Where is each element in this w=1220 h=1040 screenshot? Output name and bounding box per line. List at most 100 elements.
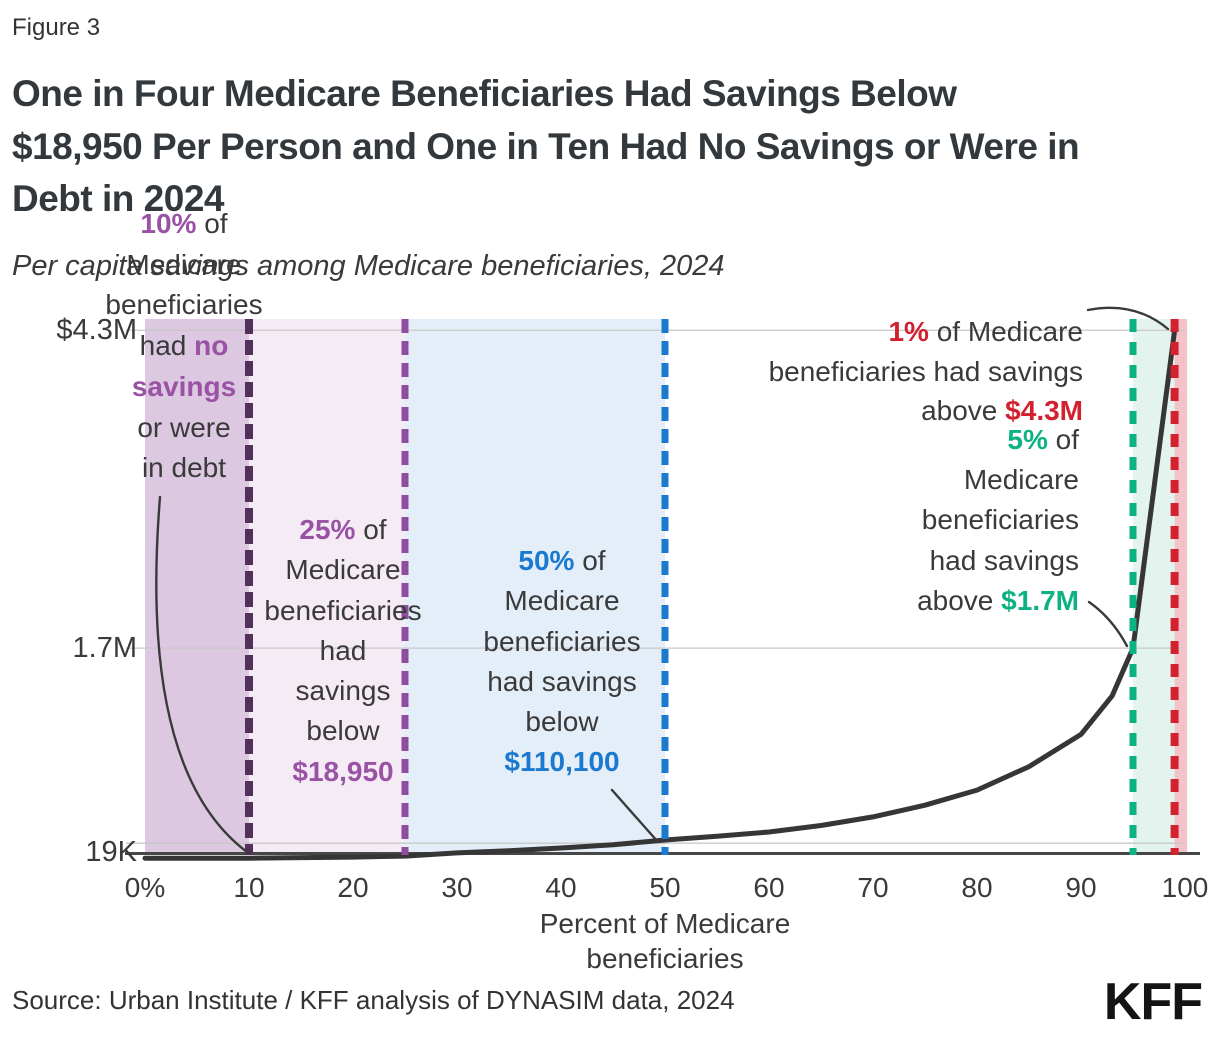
annotation-line: or were (0, 408, 414, 449)
annotation-text: of (1047, 424, 1079, 455)
annotation-accent-text: no (194, 330, 229, 362)
annotation-text: Medicare (504, 585, 620, 617)
annotation-text: beneficiaries (483, 625, 641, 657)
x-tick-40: 40 (545, 872, 577, 903)
annotation-text: of (355, 514, 387, 545)
annotation-pct25: 25% of Medicare beneficiaries had savings bel… (113, 510, 573, 792)
annotation-text: savings (295, 675, 391, 707)
annotation-pct1: 1% of Medicare beneficiaries had savings a… (623, 312, 1083, 431)
annotation-line: beneficiaries (113, 591, 573, 631)
x-tick-0%: 0% (124, 872, 166, 903)
y-tick-1.7M: 1.7M (72, 632, 137, 665)
annotation-line: 10% of (0, 204, 414, 245)
annotation-line: savings (0, 367, 414, 408)
x-tick-20: 20 (337, 872, 369, 903)
annotation-text: had savings (929, 544, 1079, 576)
annotation-text: of (574, 545, 606, 576)
annotation-text: Medicare (285, 554, 401, 586)
chart-title: One in Four Medicare Beneficiaries Had S… (12, 68, 1212, 226)
leader-line-2 (610, 788, 660, 844)
y-tick-$4.3M: $4.3M (56, 314, 137, 347)
annotation-accent-text: 50% (518, 545, 575, 576)
annotation-line: beneficiaries had savings (623, 352, 1083, 392)
savings-curve (142, 327, 1178, 861)
x-tick-10: 10 (233, 872, 265, 903)
annotation-text: beneficiaries (105, 289, 263, 321)
leader-line-4 (1087, 600, 1129, 648)
x-tick-50: 50 (649, 872, 681, 903)
annotation-line: 50% of (332, 541, 792, 581)
annotation-accent-text: $18,950 (292, 755, 394, 787)
shaded-region-10-25 (249, 319, 405, 855)
annotation-accent-text: $4.3M (1005, 395, 1083, 427)
x-tick-100: 100 (1161, 872, 1209, 903)
annotation-line: had savings (332, 662, 792, 702)
annotation-text: below (525, 706, 599, 738)
annotation-text: or were (137, 411, 231, 443)
annotation-line: Medicare (0, 245, 414, 286)
annotation-line: had (113, 631, 573, 671)
annotation-text: had (319, 634, 367, 666)
title-line-2: $18,950 Per Person and One in Ten Had No… (12, 125, 1080, 167)
y-tick-19K: 19K (85, 836, 137, 869)
annotation-line: above $1.7M (619, 581, 1079, 621)
annotation-line: 5% of (619, 420, 1079, 460)
annotation-line: had no (0, 326, 414, 367)
annotation-line: $18,950 (113, 752, 573, 792)
annotation-line: 25% of (113, 510, 573, 550)
annotation-line: 1% of Medicare (623, 312, 1083, 352)
annotation-text: beneficiaries had savings (768, 355, 1083, 387)
annotation-accent-text: 5% (1007, 424, 1048, 455)
annotation-pct50: 50% of Medicare beneficiaries had savings be… (332, 541, 792, 783)
title-line-3: Debt in 2024 (12, 178, 224, 219)
annotation-line: below (113, 711, 573, 751)
x-axis-title-line-1: Percent of Medicare (539, 908, 791, 939)
x-tick-60: 60 (753, 872, 785, 903)
annotation-text: of (196, 208, 228, 239)
kff-logo: KFF (1103, 973, 1203, 1031)
annotation-text: of Medicare (928, 316, 1083, 347)
x-tick-80: 80 (961, 872, 993, 903)
title-line-1: One in Four Medicare Beneficiaries Had S… (12, 73, 957, 114)
leader-line-1 (155, 495, 249, 854)
annotation-line: Medicare (332, 581, 792, 621)
annotation-accent-text: $1.7M (1001, 584, 1079, 616)
annotation-line: beneficiaries (0, 285, 414, 326)
annotation-text: above (921, 395, 1006, 427)
x-axis-title-line-2: beneficiaries (586, 943, 744, 974)
annotation-line: had savings (619, 541, 1079, 581)
shaded-region-0-10 (145, 319, 249, 855)
chart-subtitle: Per capita savings among Medicare benefi… (12, 250, 725, 282)
annotation-text: had (139, 330, 195, 362)
annotation-accent-text: 10% (140, 208, 197, 239)
annotation-accent-text: 25% (299, 514, 356, 545)
x-tick-90: 90 (1065, 872, 1097, 903)
annotation-line: savings (113, 671, 573, 711)
annotation-line: below (332, 702, 792, 742)
annotation-text: Medicare (963, 464, 1079, 496)
annotation-text: beneficiaries (264, 594, 422, 626)
annotation-text: above (917, 584, 1002, 616)
shaded-region-25-50 (405, 319, 665, 855)
annotation-pct5: 5% of Medicare beneficiaries had savings abo… (619, 420, 1079, 621)
annotation-text: below (306, 715, 380, 747)
annotation-line: beneficiaries (332, 622, 792, 662)
annotation-accent-text: $110,100 (504, 746, 620, 778)
source-note: Source: Urban Institute / KFF analysis o… (12, 985, 735, 1015)
annotation-line: Medicare (619, 460, 1079, 500)
annotation-line: above $4.3M (623, 391, 1083, 431)
annotation-accent-text: savings (131, 370, 237, 402)
annotation-text: in debt (141, 452, 227, 484)
annotation-accent-text: 1% (888, 316, 929, 347)
annotation-pct10: 10% of Medicare beneficiaries had no savings… (0, 204, 414, 489)
annotation-line: Medicare (113, 550, 573, 590)
annotation-text: had savings (487, 665, 637, 697)
x-tick-30: 30 (441, 872, 473, 903)
annotation-text: beneficiaries (921, 504, 1079, 536)
annotation-line: in debt (0, 448, 414, 489)
annotation-text: Medicare (126, 248, 242, 280)
figure-label: Figure 3 (12, 14, 101, 41)
leader-line-3 (1086, 306, 1170, 331)
